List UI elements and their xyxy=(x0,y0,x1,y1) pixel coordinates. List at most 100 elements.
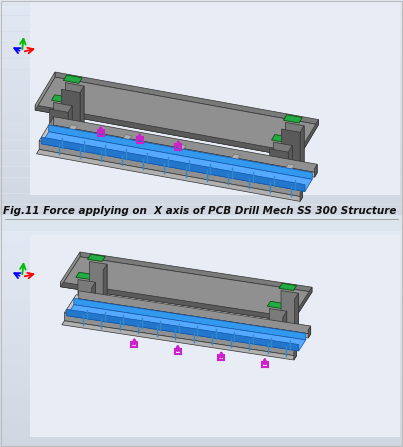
Polygon shape xyxy=(0,80,403,85)
Polygon shape xyxy=(0,64,403,69)
Polygon shape xyxy=(0,59,403,64)
Polygon shape xyxy=(52,95,70,103)
Polygon shape xyxy=(277,323,299,331)
Polygon shape xyxy=(76,272,93,279)
Text: Fig.11 Force applying on  X axis of PCB Drill Mech SS 300 Structure: Fig.11 Force applying on X axis of PCB D… xyxy=(3,206,397,216)
Polygon shape xyxy=(0,199,403,204)
Polygon shape xyxy=(0,16,403,21)
Polygon shape xyxy=(55,72,318,125)
Polygon shape xyxy=(168,144,186,165)
Polygon shape xyxy=(0,366,403,371)
Polygon shape xyxy=(49,125,312,179)
Polygon shape xyxy=(267,301,285,308)
Polygon shape xyxy=(42,132,312,191)
Polygon shape xyxy=(294,348,296,360)
Polygon shape xyxy=(54,102,72,143)
Polygon shape xyxy=(0,328,403,333)
Polygon shape xyxy=(283,115,302,123)
Polygon shape xyxy=(0,371,403,377)
Polygon shape xyxy=(269,308,287,343)
Polygon shape xyxy=(0,274,403,280)
Polygon shape xyxy=(74,312,96,320)
Polygon shape xyxy=(314,164,317,177)
Polygon shape xyxy=(0,355,403,361)
Polygon shape xyxy=(80,252,312,292)
Polygon shape xyxy=(35,77,318,158)
Polygon shape xyxy=(0,86,403,91)
Polygon shape xyxy=(0,183,403,188)
Polygon shape xyxy=(0,124,403,129)
Polygon shape xyxy=(0,10,403,15)
Polygon shape xyxy=(299,120,318,158)
Polygon shape xyxy=(0,431,403,436)
Polygon shape xyxy=(0,205,403,210)
Polygon shape xyxy=(0,323,403,328)
Polygon shape xyxy=(64,295,308,348)
Polygon shape xyxy=(54,117,317,173)
Polygon shape xyxy=(0,5,403,10)
Polygon shape xyxy=(0,236,403,242)
Polygon shape xyxy=(270,149,288,190)
Polygon shape xyxy=(0,404,403,409)
Polygon shape xyxy=(0,177,403,183)
Polygon shape xyxy=(0,307,403,312)
Polygon shape xyxy=(91,282,96,320)
Polygon shape xyxy=(0,21,403,26)
Polygon shape xyxy=(0,167,403,172)
Polygon shape xyxy=(0,312,403,317)
Polygon shape xyxy=(65,83,84,123)
Polygon shape xyxy=(64,313,296,356)
Polygon shape xyxy=(0,113,403,118)
Polygon shape xyxy=(0,0,403,4)
Polygon shape xyxy=(0,129,403,134)
Polygon shape xyxy=(35,72,55,110)
Polygon shape xyxy=(59,125,77,146)
Polygon shape xyxy=(0,247,403,253)
Polygon shape xyxy=(0,415,403,420)
Polygon shape xyxy=(293,287,312,322)
Polygon shape xyxy=(30,235,400,437)
Polygon shape xyxy=(0,210,403,215)
Polygon shape xyxy=(0,107,403,112)
Polygon shape xyxy=(0,53,403,59)
Polygon shape xyxy=(279,283,297,291)
Polygon shape xyxy=(0,70,403,75)
Polygon shape xyxy=(272,135,290,143)
Polygon shape xyxy=(285,122,304,163)
Polygon shape xyxy=(0,48,403,53)
Polygon shape xyxy=(281,291,299,325)
Polygon shape xyxy=(0,393,403,398)
Polygon shape xyxy=(0,161,403,166)
Polygon shape xyxy=(0,140,403,145)
Polygon shape xyxy=(78,279,96,314)
Polygon shape xyxy=(0,151,403,156)
Polygon shape xyxy=(39,121,314,189)
Polygon shape xyxy=(0,231,403,236)
Polygon shape xyxy=(0,102,403,107)
Polygon shape xyxy=(295,293,299,331)
Polygon shape xyxy=(0,32,403,37)
Polygon shape xyxy=(0,442,403,447)
Polygon shape xyxy=(0,172,403,177)
Polygon shape xyxy=(0,361,403,366)
Polygon shape xyxy=(89,261,107,296)
Polygon shape xyxy=(86,294,107,302)
Polygon shape xyxy=(270,180,292,190)
Polygon shape xyxy=(37,149,303,202)
Polygon shape xyxy=(60,252,80,287)
Polygon shape xyxy=(66,305,306,351)
Polygon shape xyxy=(0,420,403,426)
Polygon shape xyxy=(62,120,84,130)
Polygon shape xyxy=(0,436,403,442)
Polygon shape xyxy=(282,129,300,170)
Polygon shape xyxy=(276,164,294,185)
Polygon shape xyxy=(0,258,403,263)
Polygon shape xyxy=(60,282,293,322)
Polygon shape xyxy=(0,91,403,96)
Polygon shape xyxy=(0,118,403,123)
Polygon shape xyxy=(0,333,403,339)
Polygon shape xyxy=(0,135,403,139)
Polygon shape xyxy=(0,263,403,269)
Polygon shape xyxy=(60,257,312,322)
Polygon shape xyxy=(62,321,296,360)
